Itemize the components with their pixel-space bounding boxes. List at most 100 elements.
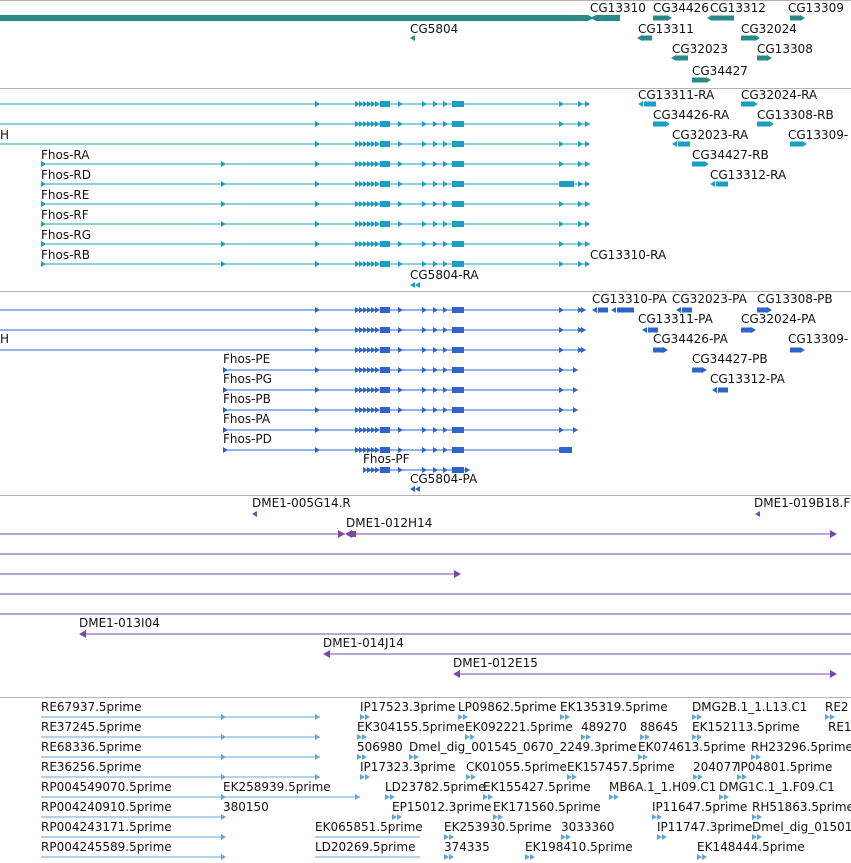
arrow-right-icon[interactable]	[422, 387, 427, 393]
arrow-right-icon[interactable]	[367, 327, 372, 333]
arrow-right-icon[interactable]	[398, 241, 403, 247]
arrow-right-icon[interactable]	[454, 570, 461, 578]
arrow-right-icon[interactable]	[355, 387, 360, 393]
arrow-right-icon[interactable]	[693, 774, 698, 780]
feature-label[interactable]: CG32024-PA	[741, 312, 816, 326]
arrow-right-icon[interactable]	[315, 427, 320, 433]
arrow-right-icon[interactable]	[638, 754, 643, 760]
feature-label[interactable]: H	[0, 128, 10, 142]
feature-label[interactable]: 88645	[640, 720, 679, 734]
feature-label[interactable]: EK258939.5prime	[223, 780, 331, 794]
arrow-right-icon[interactable]	[422, 121, 427, 127]
exon-block[interactable]	[790, 347, 800, 353]
feature-label[interactable]: CG34427	[692, 64, 748, 78]
arrow-right-icon[interactable]	[221, 834, 226, 840]
exon-block[interactable]	[452, 467, 464, 473]
arrow-right-icon[interactable]	[443, 241, 448, 247]
exon-block[interactable]	[452, 387, 464, 393]
arrow-right-icon[interactable]	[585, 181, 590, 187]
arrow-left-icon[interactable]	[323, 650, 330, 658]
exon-block[interactable]	[380, 241, 390, 247]
feature-label[interactable]: CG13310-PA	[592, 292, 667, 306]
arrow-right-icon[interactable]	[398, 367, 403, 373]
feature-label[interactable]: Fhos-PF	[363, 452, 410, 466]
feature-label[interactable]: LP09862.5prime	[458, 700, 557, 714]
arrow-right-icon[interactable]	[371, 161, 376, 167]
feature-label[interactable]: EK152113.5prime	[692, 720, 800, 734]
arrow-right-icon[interactable]	[355, 447, 360, 453]
exon-block[interactable]	[452, 121, 464, 127]
arrow-right-icon[interactable]	[559, 327, 564, 333]
arrow-left-icon[interactable]	[672, 141, 677, 147]
arrow-right-icon[interactable]	[355, 407, 360, 413]
arrow-right-icon[interactable]	[359, 181, 364, 187]
exon-block[interactable]	[676, 55, 688, 61]
exon-block[interactable]	[380, 141, 390, 147]
arrow-right-icon[interactable]	[702, 854, 707, 860]
arrow-right-icon[interactable]	[363, 347, 368, 353]
arrow-right-icon[interactable]	[414, 754, 419, 760]
exon-block[interactable]	[790, 15, 800, 21]
feature-label[interactable]: DME1-005G14.R	[252, 496, 351, 510]
feature-label[interactable]: CG13308-PB	[757, 292, 833, 306]
feature-label[interactable]: CG13310-RA	[590, 248, 667, 262]
arrow-right-icon[interactable]	[578, 327, 583, 333]
arrow-right-icon[interactable]	[363, 141, 368, 147]
feature-label[interactable]: CG13308	[757, 42, 813, 56]
arrow-right-icon[interactable]	[355, 794, 360, 800]
feature-label[interactable]: IP17523.3prime	[360, 700, 456, 714]
arrow-right-icon[interactable]	[398, 201, 403, 207]
arrow-left-icon[interactable]	[410, 282, 415, 288]
feature-label[interactable]: EK157457.5prime	[567, 760, 675, 774]
arrow-right-icon[interactable]	[355, 201, 360, 207]
exon-block[interactable]	[596, 15, 620, 21]
arrow-right-icon[interactable]	[385, 794, 390, 800]
arrow-right-icon[interactable]	[559, 387, 564, 393]
arrow-right-icon[interactable]	[665, 121, 670, 127]
arrow-right-icon[interactable]	[315, 367, 320, 373]
arrow-right-icon[interactable]	[221, 854, 226, 860]
arrow-right-icon[interactable]	[367, 447, 372, 453]
arrow-right-icon[interactable]	[315, 141, 320, 147]
arrow-right-icon[interactable]	[371, 467, 376, 473]
arrow-left-icon[interactable]	[611, 307, 616, 313]
arrow-right-icon[interactable]	[422, 141, 427, 147]
arrow-right-icon[interactable]	[567, 447, 572, 453]
arrow-right-icon[interactable]	[698, 774, 703, 780]
feature-label[interactable]: CG34426-RA	[653, 108, 730, 122]
arrow-right-icon[interactable]	[559, 261, 564, 267]
arrow-right-icon[interactable]	[443, 407, 448, 413]
arrow-right-icon[interactable]	[567, 774, 572, 780]
feature-label[interactable]: IP17323.3prime	[360, 760, 456, 774]
exon-block[interactable]	[452, 181, 464, 187]
arrow-right-icon[interactable]	[751, 327, 756, 333]
arrow-right-icon[interactable]	[363, 201, 368, 207]
feature-label[interactable]: Fhos-PA	[223, 412, 271, 426]
arrow-right-icon[interactable]	[359, 327, 364, 333]
arrow-right-icon[interactable]	[581, 734, 586, 740]
arrow-right-icon[interactable]	[585, 221, 590, 227]
arrow-right-icon[interactable]	[367, 467, 372, 473]
exon-block[interactable]	[741, 327, 751, 333]
arrow-right-icon[interactable]	[221, 754, 226, 760]
arrow-right-icon[interactable]	[692, 734, 697, 740]
feature-label[interactable]: CG13312-RA	[710, 168, 787, 182]
arrow-right-icon[interactable]	[357, 734, 362, 740]
arrow-right-icon[interactable]	[422, 241, 427, 247]
arrow-right-icon[interactable]	[559, 367, 564, 373]
arrow-right-icon[interactable]	[443, 221, 448, 227]
arrow-right-icon[interactable]	[367, 121, 372, 127]
arrow-right-icon[interactable]	[367, 387, 372, 393]
exon-block[interactable]	[452, 161, 464, 167]
arrow-right-icon[interactable]	[433, 141, 438, 147]
feature-label[interactable]: EK304155.5prime	[357, 720, 465, 734]
arrow-right-icon[interactable]	[724, 794, 729, 800]
arrow-right-icon[interactable]	[702, 367, 707, 373]
exon-block[interactable]	[757, 55, 767, 61]
arrow-right-icon[interactable]	[338, 530, 345, 538]
arrow-right-icon[interactable]	[444, 834, 449, 840]
arrow-right-icon[interactable]	[315, 387, 320, 393]
arrow-right-icon[interactable]	[375, 261, 380, 267]
arrow-right-icon[interactable]	[375, 141, 380, 147]
feature-label[interactable]: RE36256.5prime	[41, 760, 142, 774]
